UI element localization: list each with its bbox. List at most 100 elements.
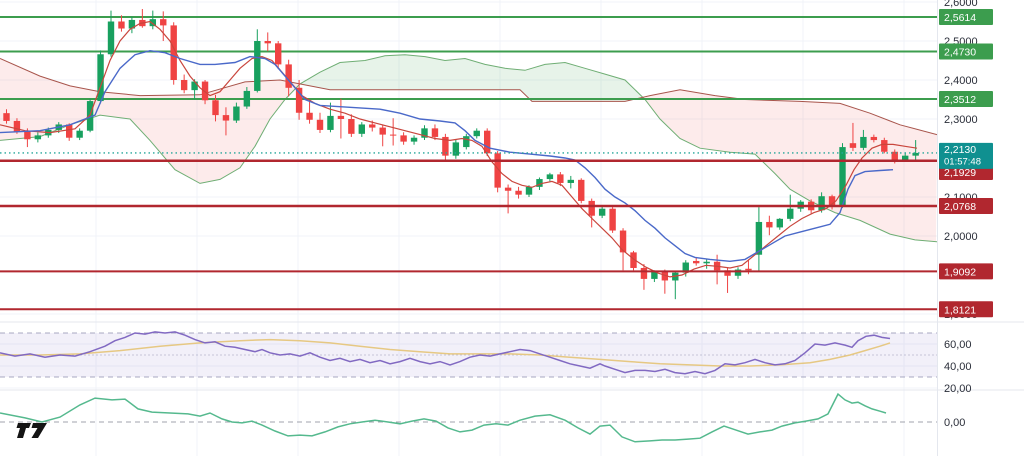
resistance-price-badge: 2,4730	[939, 43, 993, 60]
candle-body	[891, 151, 898, 160]
candle-up	[787, 194, 794, 222]
grid-lines	[0, 0, 937, 456]
candle-down	[588, 198, 595, 228]
candle-body	[839, 147, 846, 206]
candle-up	[243, 87, 251, 109]
candle-down	[442, 133, 449, 161]
rsi-axis-tick: 60,00	[944, 339, 972, 351]
candle-body	[13, 120, 21, 132]
candle-down	[609, 207, 616, 233]
candle-down	[180, 74, 188, 94]
candle-up	[473, 128, 480, 139]
support-price-badge-rect	[939, 301, 993, 318]
support-price-badge-rect	[939, 198, 993, 215]
candle-down	[640, 264, 648, 290]
candle-body	[463, 136, 470, 148]
candle-body	[285, 64, 292, 88]
candle-down	[222, 107, 230, 136]
candle-body	[86, 101, 94, 131]
candle-down	[661, 269, 669, 294]
candle-down	[630, 250, 637, 271]
candle-body	[233, 106, 240, 121]
candle-down	[400, 132, 407, 145]
candle-body	[431, 128, 439, 137]
candle-down	[316, 112, 324, 134]
price-axis[interactable]: 2,60002,50002,40002,30002,10002,00001,80…	[937, 0, 994, 456]
candle-up	[776, 218, 783, 230]
candle-body	[651, 271, 658, 279]
rsi-axis-tick: 20,00	[944, 383, 972, 395]
candle-up	[912, 140, 919, 162]
candle-body	[881, 140, 888, 152]
candle-body	[557, 174, 564, 183]
candle-body	[473, 130, 480, 137]
candle-up	[755, 207, 763, 272]
candle-down	[264, 32, 271, 52]
candle-up	[254, 29, 261, 93]
candle-up	[149, 10, 156, 30]
candle-up	[107, 10, 115, 57]
candle-up	[463, 133, 470, 150]
candle-body	[264, 41, 271, 44]
candle-body	[379, 127, 386, 135]
candle-body	[703, 261, 710, 264]
candle-body	[567, 179, 574, 183]
candle-down	[431, 124, 439, 141]
candle-down	[306, 101, 313, 124]
candle-body	[191, 81, 198, 91]
candle-body	[389, 134, 397, 136]
candle-down	[160, 11, 167, 41]
support-price-badge-text: 2,1929	[944, 167, 976, 179]
candle-body	[525, 186, 533, 195]
candle-body	[870, 136, 878, 141]
candle-up	[410, 135, 418, 145]
price-axis-tick: 2,0000	[944, 231, 978, 243]
candle-body	[452, 142, 460, 156]
candle-up	[682, 260, 689, 277]
ichimoku-cloud-bearish	[645, 89, 937, 242]
candle-body	[598, 208, 606, 216]
support-price-badge: 1,8121	[939, 301, 993, 318]
candle-down	[337, 98, 345, 139]
current-price-label: 2,2130	[944, 144, 976, 156]
resistance-price-badge: 2,5614	[939, 9, 993, 26]
candle-down	[285, 59, 292, 97]
candle-down	[275, 41, 282, 70]
candle-body	[212, 100, 219, 116]
support-price-badge-text: 1,8121	[944, 304, 976, 316]
candle-up	[818, 192, 825, 213]
candle-body	[609, 208, 616, 231]
candle-body	[734, 269, 742, 276]
candle-down	[515, 186, 522, 199]
candle-body	[34, 135, 42, 140]
support-price-badge-text: 2,0768	[944, 201, 976, 213]
candle-body	[107, 21, 115, 55]
candle-up	[546, 172, 554, 182]
candle-body	[724, 270, 731, 276]
candle-down	[118, 15, 125, 32]
resistance-price-badge: 2,3512	[939, 91, 993, 108]
candle-body	[327, 115, 334, 130]
candle-body	[180, 80, 188, 91]
candle-up	[598, 206, 606, 219]
candle-body	[410, 137, 418, 142]
candle-body	[578, 179, 585, 201]
tradingview-logo[interactable]	[16, 418, 56, 442]
candle-body	[306, 112, 313, 120]
candle-body	[849, 143, 857, 148]
candle-up	[703, 259, 710, 269]
candle-up	[860, 129, 867, 151]
support-price-badge-rect	[939, 263, 993, 280]
momentum-axis-tick: 0,00	[944, 417, 965, 429]
candle-up	[191, 79, 198, 100]
candle-down	[557, 172, 564, 187]
candle-down	[693, 257, 700, 266]
candle-down	[389, 118, 397, 146]
candle-body	[682, 262, 689, 273]
rsi-axis-tick: 40,00	[944, 361, 972, 373]
current-price-badge-rect	[939, 142, 993, 169]
candle-body	[693, 260, 700, 264]
candle-down	[348, 114, 355, 137]
